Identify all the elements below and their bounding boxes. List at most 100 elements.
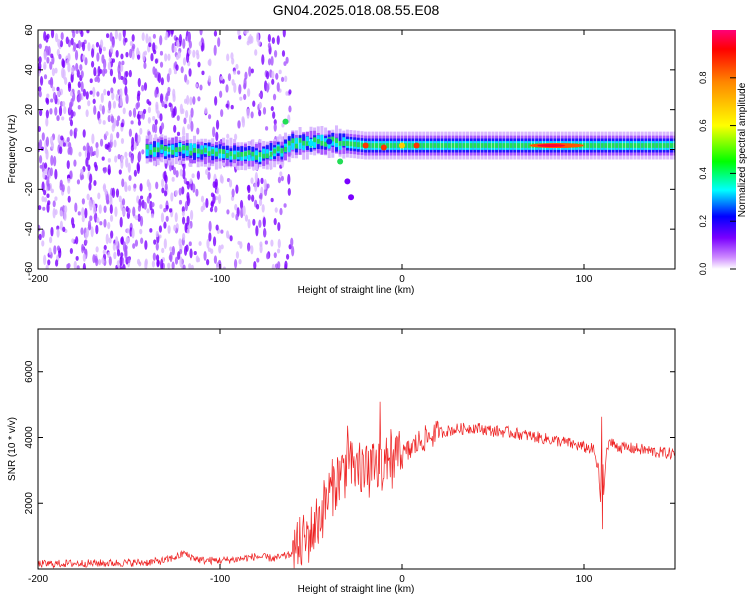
noise-speck	[176, 115, 180, 122]
noise-speck	[139, 127, 143, 135]
noise-speck	[246, 108, 250, 119]
noise-speck	[255, 225, 259, 237]
noise-speck	[283, 61, 287, 66]
noise-speck	[71, 238, 75, 244]
noise-speck	[46, 202, 50, 213]
noise-speck	[235, 184, 239, 194]
noise-speck	[133, 142, 137, 150]
noise-speck	[152, 116, 156, 121]
noise-speck	[51, 67, 56, 77]
noise-speck	[59, 182, 63, 191]
noise-speck	[189, 209, 194, 221]
noise-speck	[155, 242, 159, 251]
noise-speck	[287, 173, 291, 185]
noise-speck	[174, 189, 179, 197]
noise-speck	[63, 211, 67, 222]
noise-speck	[103, 218, 107, 228]
noise-speck	[66, 136, 70, 143]
noise-speck	[49, 76, 54, 86]
noise-speck	[278, 69, 282, 75]
noise-speck	[205, 198, 209, 209]
noise-speck	[57, 38, 61, 48]
noise-speck	[54, 196, 58, 201]
noise-speck	[121, 178, 125, 188]
noise-speck	[171, 245, 175, 256]
noise-speck	[176, 131, 181, 137]
noise-speck	[239, 96, 243, 101]
noise-speck	[43, 196, 48, 203]
noise-speck	[168, 208, 173, 213]
noise-speck	[235, 213, 239, 221]
noise-speck	[38, 56, 42, 64]
noise-speck	[38, 43, 42, 49]
noise-speck	[43, 254, 47, 266]
noise-speck	[264, 126, 269, 131]
noise-speck	[203, 250, 207, 261]
noise-speck	[255, 203, 260, 210]
spectrogram-x-tick-label: 0	[399, 274, 405, 285]
noise-speck	[167, 225, 171, 234]
noise-speck	[134, 239, 139, 247]
noise-speck	[109, 214, 114, 222]
noise-speck	[87, 100, 91, 107]
noise-speck	[49, 167, 53, 177]
noise-speck	[120, 75, 124, 80]
noise-speck	[110, 230, 114, 239]
noise-speck	[102, 249, 106, 255]
noise-speck	[97, 258, 102, 266]
noise-speck	[283, 203, 287, 208]
spectrogram-y-tick-label: 60	[24, 24, 35, 36]
noise-speck	[155, 230, 159, 238]
noise-speck	[247, 218, 251, 229]
noise-speck	[179, 168, 183, 177]
noise-speck	[161, 247, 165, 254]
noise-speck	[242, 205, 246, 217]
noise-speck	[50, 136, 54, 146]
noise-speck	[154, 58, 159, 64]
noise-speck	[238, 84, 242, 95]
noise-speck	[77, 81, 81, 88]
noise-speck	[131, 136, 135, 148]
noise-speck	[120, 63, 124, 73]
noise-speck	[189, 96, 193, 106]
noise-speck	[188, 40, 192, 49]
noise-speck	[46, 176, 50, 188]
noise-speck	[95, 147, 99, 159]
noise-speck	[200, 195, 205, 203]
noise-speck	[168, 254, 172, 261]
noise-speck	[173, 124, 177, 133]
noise-speck	[145, 33, 149, 44]
noise-speck	[163, 170, 167, 182]
noise-speck	[258, 93, 262, 98]
noise-speck	[95, 224, 99, 235]
noise-speck	[187, 123, 191, 130]
noise-speck	[125, 157, 129, 168]
noise-speck	[173, 224, 177, 232]
noise-speck	[109, 204, 113, 215]
noise-speck	[48, 247, 52, 256]
noise-speck	[41, 181, 45, 192]
noise-speck	[152, 66, 156, 75]
noise-speck	[270, 197, 274, 203]
noise-speck	[119, 96, 123, 107]
noise-speck	[56, 86, 60, 92]
noise-speck	[198, 241, 202, 247]
noise-speck	[99, 138, 104, 147]
noise-speck	[89, 146, 94, 157]
snr-y-label: SNR (10 * v/v)	[7, 417, 18, 481]
spectrogram-x-label: Height of straight line (km)	[298, 285, 415, 296]
noise-speck	[93, 180, 97, 187]
noise-speck	[195, 188, 199, 197]
noise-speck	[131, 228, 135, 239]
noise-speck	[285, 56, 289, 64]
noise-speck	[38, 90, 42, 98]
noise-speck	[192, 96, 196, 105]
noise-speck	[136, 54, 141, 60]
noise-speck	[179, 256, 183, 268]
noise-speck	[101, 257, 105, 265]
noise-speck	[127, 184, 132, 192]
noise-speck	[81, 41, 86, 52]
noise-speck	[130, 120, 134, 125]
noise-speck	[119, 88, 123, 99]
noise-speck	[288, 89, 292, 95]
